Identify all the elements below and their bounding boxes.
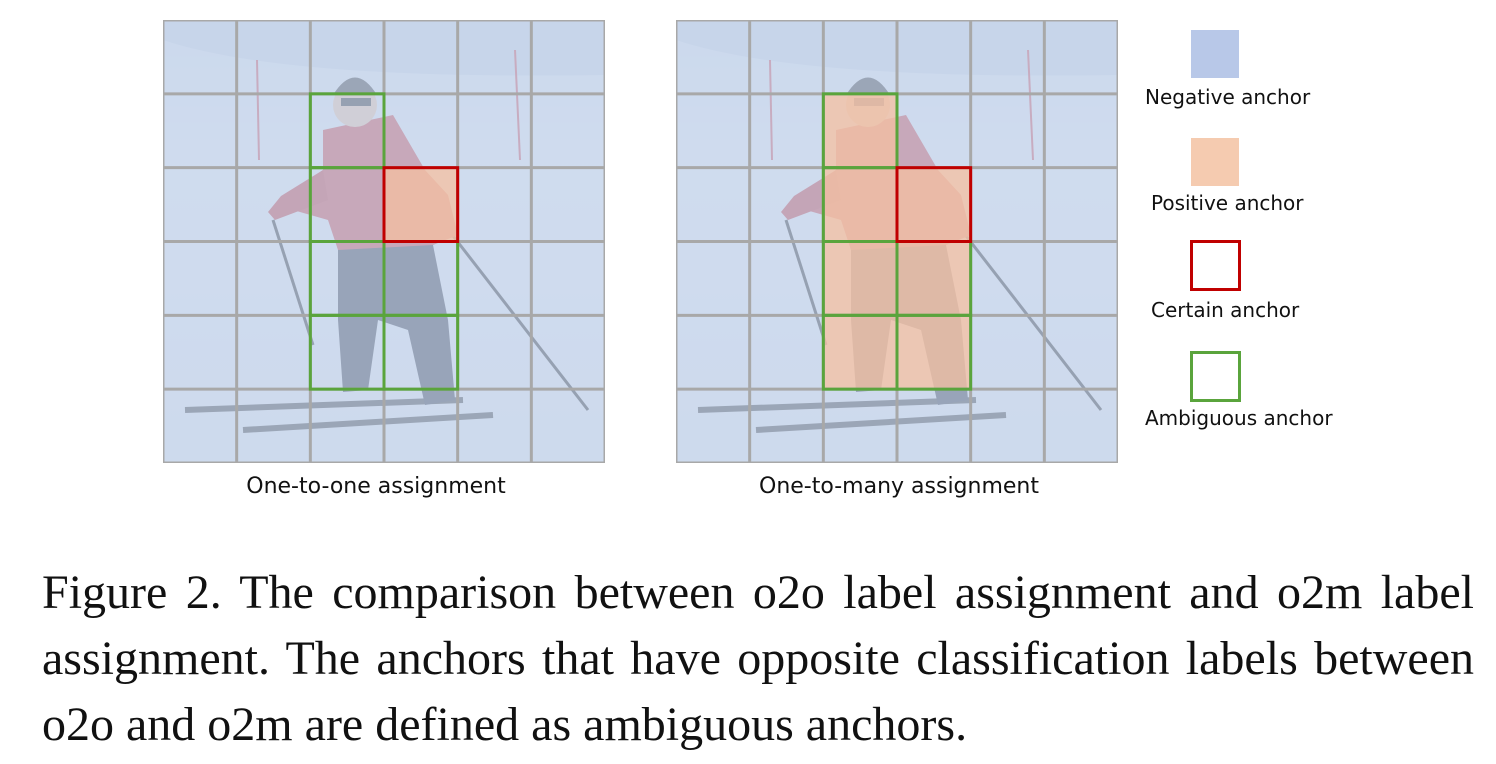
legend-swatch-ambiguous	[1190, 351, 1241, 402]
legend-label-positive: Positive anchor	[1151, 191, 1304, 215]
certain-cells	[895, 166, 973, 244]
panel-caption-one-to-one: One-to-one assignment	[246, 474, 506, 499]
ambiguous-anchor-cell	[382, 313, 460, 391]
legend-swatch-positive	[1191, 138, 1239, 186]
legend-swatch-negative	[1191, 30, 1239, 78]
legend-swatch-certain	[1190, 240, 1241, 291]
panel-one-to-one	[163, 20, 605, 463]
positive-anchor-cell	[897, 167, 971, 242]
ambiguous-anchor-cell	[895, 313, 973, 391]
positive-anchor-cell	[823, 241, 897, 316]
legend-label-ambiguous: Ambiguous anchor	[1145, 406, 1333, 430]
panel-one-to-many	[676, 20, 1118, 463]
positive-cells	[823, 93, 971, 390]
legend-label-certain: Certain anchor	[1151, 298, 1300, 322]
ambiguous-cells	[308, 92, 460, 391]
positive-anchor-cell	[897, 315, 971, 390]
positive-anchor-cell	[823, 167, 897, 242]
positive-anchor-cell	[823, 93, 897, 168]
certain-anchor-cell	[382, 166, 460, 244]
positive-anchor-cell	[823, 315, 897, 390]
certain-cells	[382, 166, 460, 244]
certain-anchor-cell	[895, 166, 973, 244]
legend-label-negative: Negative anchor	[1145, 85, 1311, 109]
positive-anchor-cell	[897, 241, 971, 316]
panel-caption-one-to-many: One-to-many assignment	[759, 474, 1039, 499]
positive-anchor-cell	[384, 167, 458, 242]
figure-caption: Figure 2. The comparison between o2o lab…	[42, 566, 1474, 751]
positive-cells	[384, 167, 458, 242]
